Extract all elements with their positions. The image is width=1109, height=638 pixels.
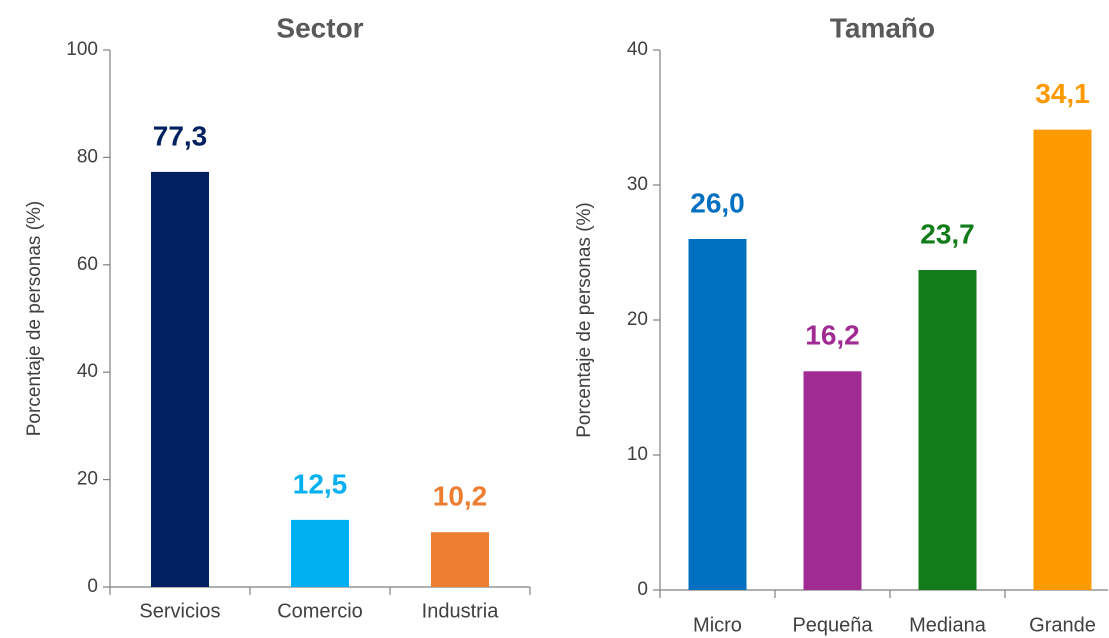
bar (431, 532, 489, 587)
x-tick-label: Industria (422, 600, 500, 622)
y-tick-label: 20 (627, 309, 648, 330)
y-tick-label: 40 (627, 39, 648, 60)
bar (803, 371, 862, 590)
bar (151, 171, 209, 588)
x-tick-label: Pequeña (792, 614, 873, 636)
bar (1033, 129, 1092, 590)
y-tick-label: 60 (77, 254, 98, 275)
chart-title: Tamaño (830, 12, 935, 43)
y-tick-label: 80 (77, 146, 98, 167)
value-label: 23,7 (920, 218, 975, 249)
value-label: 34,1 (1035, 78, 1090, 109)
x-tick-label: Comercio (277, 600, 363, 622)
bar (918, 270, 977, 590)
value-label: 77,3 (153, 120, 208, 151)
bar (688, 239, 747, 590)
y-tick-label: 30 (627, 174, 648, 195)
y-tick-label: 10 (627, 444, 648, 465)
y-tick-label: 0 (87, 576, 98, 597)
y-axis-label: Porcentaje de personas (%) (574, 202, 595, 438)
x-tick-label: Grande (1029, 614, 1096, 636)
y-tick-label: 20 (77, 469, 98, 490)
value-label: 10,2 (433, 481, 488, 512)
value-label: 16,2 (805, 320, 860, 351)
x-tick-label: Servicios (139, 600, 220, 622)
y-tick-label: 100 (66, 39, 98, 60)
bar (291, 519, 349, 587)
y-tick-label: 0 (637, 579, 648, 600)
x-tick-label: Micro (693, 614, 742, 636)
chart-title: Sector (276, 12, 363, 43)
x-tick-label: Mediana (909, 614, 987, 636)
value-label: 12,5 (293, 468, 348, 499)
y-axis-label: Porcentaje de personas (%) (24, 201, 45, 437)
y-tick-label: 40 (77, 361, 98, 382)
value-label: 26,0 (690, 187, 745, 218)
